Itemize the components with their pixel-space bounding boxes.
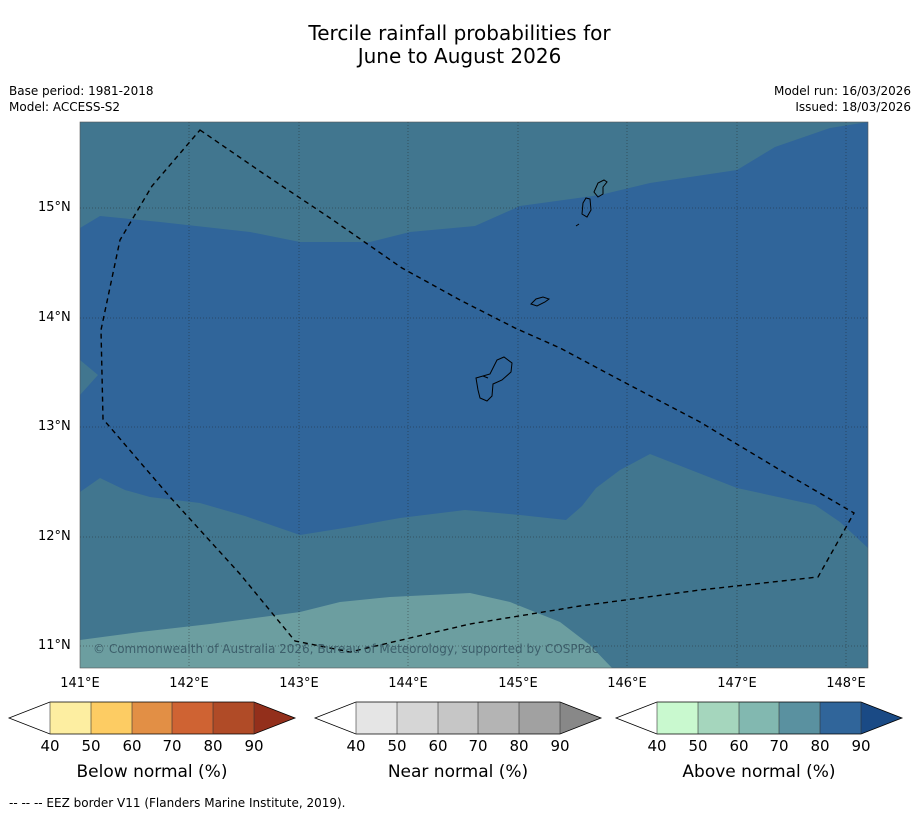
colorbar-below-40-50	[50, 702, 91, 734]
colorbar-near-80-90	[519, 702, 560, 734]
lon-label-141e: 141°E	[60, 676, 100, 691]
colorbar-below-over	[254, 702, 295, 734]
cbar-near-tick: 60	[428, 737, 448, 755]
cbar-near-label: Near normal (%)	[387, 762, 529, 782]
eez-footnote: -- -- -- EEZ border V11 (Flanders Marine…	[9, 796, 346, 810]
cbar-near-tick: 50	[387, 737, 407, 755]
cbar-above-tick: 70	[769, 737, 789, 755]
lon-label-144e: 144°E	[388, 676, 428, 691]
colorbar-above	[614, 701, 904, 735]
colorbar-near	[313, 701, 603, 735]
island-rota	[530, 296, 551, 307]
lon-label-145e: 145°E	[498, 676, 538, 691]
map-frame	[79, 121, 869, 669]
lat-label-13n: 13°N	[38, 419, 71, 434]
island-guam	[475, 356, 513, 402]
colorbar-near-40-50	[356, 702, 397, 734]
colorbar-above-80-90	[820, 702, 861, 734]
colorbar-below	[7, 701, 297, 735]
cbar-above-tick: 50	[688, 737, 708, 755]
meta-right: Model run: 16/03/2026 Issued: 18/03/2026	[774, 83, 911, 115]
region-above-60-70	[80, 593, 612, 668]
lon-label-148e: 148°E	[826, 676, 866, 691]
colorbar-near-70-80	[478, 702, 519, 734]
cbar-near-tick: 90	[550, 737, 570, 755]
lat-label-11n: 11°N	[38, 638, 71, 653]
lon-label-143e: 143°E	[279, 676, 319, 691]
eez-border	[100, 129, 855, 653]
colorbar-below-80-90	[213, 702, 254, 734]
cbar-below-label: Below normal (%)	[76, 762, 228, 782]
lat-label-15n: 15°N	[38, 200, 71, 215]
chart-title: Tercile rainfall probabilities for June …	[0, 22, 919, 68]
colorbar-near-60-70	[438, 702, 478, 734]
cbar-near-tick: 40	[346, 737, 366, 755]
colorbar-below-under	[9, 702, 50, 734]
lon-label-147e: 147°E	[717, 676, 757, 691]
cbar-below-tick: 80	[203, 737, 223, 755]
cbar-below-tick: 40	[40, 737, 60, 755]
cbar-below-tick: 70	[162, 737, 182, 755]
colorbar-dividers	[49, 702, 862, 734]
graticule	[80, 122, 868, 668]
title-line-1: Tercile rainfall probabilities for	[308, 21, 611, 45]
cbar-below-tick: 90	[244, 737, 264, 755]
model-run: Model run: 16/03/2026	[773, 84, 911, 98]
lon-label-146e: 146°E	[607, 676, 647, 691]
islands	[475, 179, 608, 402]
cbar-below-tick: 50	[81, 737, 101, 755]
colorbar-below-60-70	[132, 702, 172, 734]
lat-label-12n: 12°N	[38, 529, 71, 544]
cbar-above-tick: 60	[729, 737, 749, 755]
cbar-above-label: Above normal (%)	[682, 762, 836, 782]
meta-left: Base period: 1981-2018 Model: ACCESS-S2	[9, 83, 154, 115]
issued-date: Issued: 18/03/2026	[795, 100, 911, 114]
colorbar-above-70-80	[779, 702, 820, 734]
cbar-above-tick: 80	[810, 737, 830, 755]
colorbar-above-60-70	[739, 702, 779, 734]
colorbar-above-40-50	[657, 702, 698, 734]
copyright-notice: © Commonwealth of Australia 2026, Bureau…	[93, 642, 598, 656]
cbar-near-tick: 70	[468, 737, 488, 755]
lon-label-142e: 142°E	[169, 676, 209, 691]
colorbar-above-under	[616, 702, 657, 734]
colorbar-near-50-60	[397, 702, 438, 734]
region-above-80-90	[80, 122, 868, 548]
colorbar-near-over	[560, 702, 601, 734]
colorbar-above-over	[861, 702, 902, 734]
colorbar-below-50-60	[91, 702, 132, 734]
cbar-above-tick: 40	[647, 737, 667, 755]
colorbar-below-70-80	[172, 702, 213, 734]
probability-field	[80, 122, 868, 668]
title-line-2: June to August 2026	[357, 44, 562, 68]
island-tinian	[575, 197, 592, 227]
cbar-near-tick: 80	[509, 737, 529, 755]
island-saipan	[593, 179, 608, 198]
base-period: Base period: 1981-2018	[9, 84, 154, 98]
cbar-above-tick: 90	[851, 737, 871, 755]
lat-label-14n: 14°N	[38, 310, 71, 325]
colorbar-near-under	[315, 702, 356, 734]
model-name: Model: ACCESS-S2	[9, 100, 121, 114]
cbar-below-tick: 60	[122, 737, 142, 755]
colorbar-above-50-60	[698, 702, 739, 734]
